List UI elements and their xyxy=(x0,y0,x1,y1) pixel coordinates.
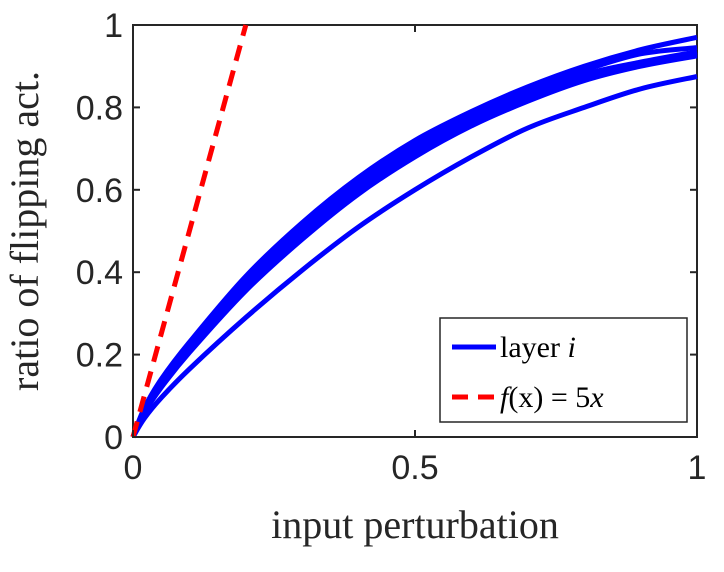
legend-box xyxy=(439,317,688,423)
x-axis-label: input perturbation xyxy=(271,502,559,547)
layer-curve-6 xyxy=(130,74,698,439)
legend: layer i f(x) = 5x xyxy=(439,317,688,423)
x-tick-label: 0.5 xyxy=(391,449,438,487)
ticks-layer: 0 0.5 1 0 0.2 0.4 0.6 0.8 1 xyxy=(76,7,707,487)
y-tick-label: 0 xyxy=(104,419,123,457)
series-layer xyxy=(130,24,698,439)
legend-label-layer: layer i xyxy=(500,331,576,364)
y-tick-label: 1 xyxy=(104,7,123,45)
layer-curve-5 xyxy=(130,53,698,439)
y-tick-label: 0.8 xyxy=(76,89,123,127)
y-tick-label: 0.2 xyxy=(76,337,123,375)
y-axis-label: ratio of flipping act. xyxy=(2,71,47,391)
x-tick-label: 0 xyxy=(124,449,143,487)
y-tick-label: 0.4 xyxy=(76,254,123,292)
x-tick-label: 1 xyxy=(688,449,707,487)
legend-label-reference: f(x) = 5x xyxy=(500,381,604,414)
reference-line-5x xyxy=(130,24,249,438)
y-tick-label: 0.6 xyxy=(76,172,123,210)
